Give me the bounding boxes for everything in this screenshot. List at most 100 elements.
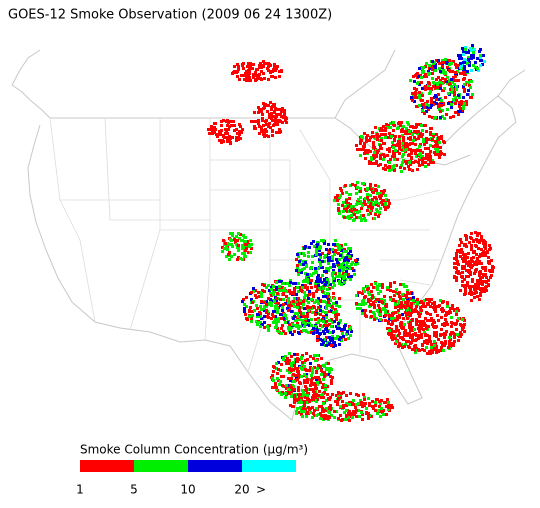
smoke-pixel — [434, 144, 437, 147]
smoke-pixel — [427, 72, 430, 75]
smoke-pixel — [366, 209, 369, 212]
smoke-pixel — [303, 400, 306, 403]
smoke-pixel — [398, 342, 401, 345]
smoke-pixel — [404, 301, 407, 304]
smoke-pixel — [418, 158, 421, 161]
smoke-pixel — [355, 209, 358, 212]
smoke-pixel — [337, 207, 340, 210]
smoke-pixel — [244, 243, 247, 246]
smoke-pixel — [380, 127, 383, 130]
smoke-pixel — [279, 304, 282, 307]
smoke-pixel — [347, 202, 350, 205]
smoke-pixel — [259, 291, 262, 294]
smoke-pixel — [271, 313, 274, 316]
smoke-pixel — [440, 137, 443, 140]
smoke-pixel — [289, 331, 292, 334]
smoke-pixel — [375, 200, 378, 203]
smoke-pixel — [424, 85, 427, 88]
smoke-pixel — [433, 344, 436, 347]
smoke-pixel — [425, 346, 428, 349]
smoke-pixel — [251, 301, 254, 304]
smoke-pixel — [301, 389, 304, 392]
smoke-pixel — [429, 133, 432, 136]
smoke-pixel — [421, 343, 424, 346]
smoke-pixel — [348, 193, 351, 196]
smoke-pixel — [411, 326, 414, 329]
smoke-pixel — [470, 299, 473, 302]
smoke-pixel — [318, 278, 321, 281]
smoke-pixel — [458, 96, 461, 99]
smoke-pixel — [353, 273, 356, 276]
smoke-pixel — [451, 88, 454, 91]
smoke-pixel — [280, 70, 283, 73]
smoke-pixel — [431, 161, 434, 164]
smoke-pixel — [369, 184, 372, 187]
smoke-pixel — [347, 205, 350, 208]
smoke-pixel — [463, 267, 466, 270]
smoke-pixel — [470, 248, 473, 251]
smoke-pixel — [374, 184, 377, 187]
smoke-pixel — [267, 125, 270, 128]
color-bar-segment — [242, 460, 296, 472]
smoke-pixel — [487, 283, 490, 286]
smoke-pixel — [338, 269, 341, 272]
smoke-pixel — [315, 378, 318, 381]
smoke-pixel — [419, 132, 422, 135]
smoke-pixel — [351, 401, 354, 404]
smoke-pixel — [296, 378, 299, 381]
smoke-pixel — [287, 282, 290, 285]
smoke-pixel — [463, 256, 466, 259]
smoke-pixel — [427, 325, 430, 328]
smoke-pixel — [420, 135, 423, 138]
smoke-pixel — [270, 317, 273, 320]
smoke-pixel — [477, 247, 480, 250]
smoke-pixel — [362, 182, 365, 185]
smoke-pixel — [307, 331, 310, 334]
smoke-pixel — [242, 298, 245, 301]
smoke-pixel — [461, 318, 464, 321]
smoke-pixel — [281, 286, 284, 289]
smoke-pixel — [437, 338, 440, 341]
smoke-pixel — [452, 115, 455, 118]
smoke-pixel — [356, 307, 359, 310]
smoke-pixel — [322, 415, 325, 418]
smoke-pixel — [410, 305, 413, 308]
smoke-pixel — [403, 149, 406, 152]
smoke-pixel — [321, 281, 324, 284]
smoke-pixel — [487, 261, 490, 264]
smoke-pixel — [488, 269, 491, 272]
smoke-pixel — [277, 302, 280, 305]
smoke-pixel — [249, 239, 252, 242]
smoke-pixel — [419, 312, 422, 315]
smoke-pixel — [409, 163, 412, 166]
smoke-pixel — [303, 247, 306, 250]
smoke-pixel — [305, 280, 308, 283]
smoke-pixel — [292, 373, 295, 376]
smoke-pixel — [271, 129, 274, 132]
smoke-pixel — [230, 124, 233, 127]
smoke-pixel — [469, 260, 472, 263]
smoke-pixel — [417, 161, 420, 164]
smoke-pixel — [275, 288, 278, 291]
smoke-pixel — [260, 295, 263, 298]
smoke-pixel — [423, 322, 426, 325]
smoke-pixel — [465, 245, 468, 248]
smoke-pixel — [487, 279, 490, 282]
smoke-pixel — [449, 116, 452, 119]
smoke-pixel — [361, 292, 364, 295]
smoke-pixel — [421, 87, 424, 90]
smoke-pixel — [319, 319, 322, 322]
smoke-pixel — [410, 307, 413, 310]
smoke-pixel — [435, 133, 438, 136]
smoke-pixel — [476, 279, 479, 282]
smoke-pixel — [380, 399, 383, 402]
smoke-pixel — [337, 393, 340, 396]
smoke-pixel — [231, 136, 234, 139]
smoke-pixel — [412, 299, 415, 302]
smoke-pixel — [367, 199, 370, 202]
smoke-pixel — [275, 286, 278, 289]
smoke-pixel — [478, 274, 481, 277]
smoke-pixel — [406, 121, 409, 124]
smoke-pixel — [245, 75, 248, 78]
smoke-pixel — [317, 317, 320, 320]
